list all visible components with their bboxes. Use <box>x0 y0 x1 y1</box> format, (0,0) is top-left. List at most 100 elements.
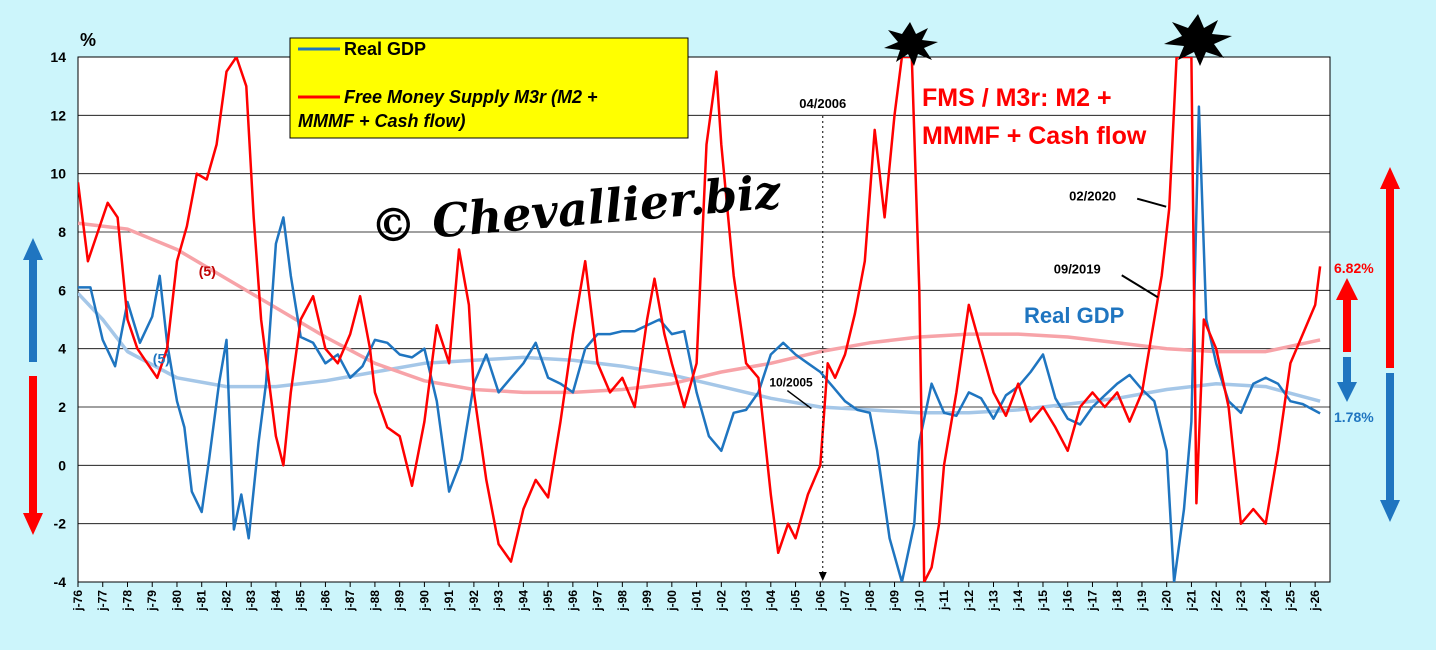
x-tick-label: j-84 <box>269 590 283 612</box>
annotation-09-2019: 09/2019 <box>1054 261 1101 276</box>
annotation-04-2006: 04/2006 <box>799 96 846 111</box>
x-tick-label: j-02 <box>714 590 728 612</box>
y-tick-label: 14 <box>50 49 66 65</box>
x-tick-label: j-92 <box>467 590 481 612</box>
x-tick-label: j-00 <box>665 590 679 612</box>
fms-title-line1: FMS / M3r: M2 + <box>922 84 1112 112</box>
annotation-10-2005: 10/2005 <box>769 376 813 390</box>
x-tick-label: j-21 <box>1184 590 1198 612</box>
x-tick-label: j-22 <box>1209 590 1223 612</box>
legend-label-fms-line1: Free Money Supply M3r (M2 + <box>344 87 598 107</box>
x-tick-label: j-13 <box>986 590 1000 612</box>
x-tick-label: j-05 <box>789 590 803 612</box>
x-tick-label: j-99 <box>640 590 654 612</box>
x-tick-label: j-19 <box>1135 590 1149 612</box>
x-tick-label: j-08 <box>863 590 877 612</box>
x-tick-label: j-16 <box>1061 590 1075 612</box>
x-tick-label: j-11 <box>937 590 951 611</box>
y-tick-label: 2 <box>58 399 66 415</box>
series-line-fms <box>78 57 1322 582</box>
annotation-02-2020: 02/2020 <box>1069 189 1116 204</box>
x-tick-label: j-18 <box>1110 590 1124 612</box>
annotations: 04/2006 10/2005 02/2020 09/2019 (5) (5) <box>153 96 1167 581</box>
explosion-marker-2009 <box>884 22 938 66</box>
side-arrows <box>23 167 1400 535</box>
x-tick-label: j-88 <box>368 590 382 612</box>
arrow-up-red-mid <box>1336 278 1358 352</box>
y-tick-label: 4 <box>58 341 66 357</box>
trend-label-gdp: (5) <box>153 350 170 366</box>
fms-title-line2: MMMF + Cash flow <box>922 122 1147 150</box>
x-tick-label: j-95 <box>541 590 555 612</box>
x-tick-label: j-04 <box>764 590 778 612</box>
marker-arrowhead <box>818 572 827 581</box>
x-tick-label: j-81 <box>195 590 209 612</box>
x-tick-label: j-97 <box>591 590 605 612</box>
x-tick-label: j-86 <box>318 590 332 612</box>
x-tick-label: j-93 <box>492 590 506 612</box>
plot-area <box>77 56 1331 583</box>
gdp-title: Real GDP <box>1024 303 1124 328</box>
x-tick-label: j-07 <box>838 590 852 612</box>
x-tick-label: j-09 <box>888 590 902 612</box>
y-tick-label: -2 <box>54 516 67 532</box>
x-tick-label: j-79 <box>145 590 159 612</box>
x-tick-label: j-82 <box>219 590 233 612</box>
x-tick-label: j-85 <box>294 590 308 612</box>
x-tick-label: j-01 <box>690 590 704 612</box>
x-tick-label: j-12 <box>962 590 976 612</box>
y-unit-label: % <box>80 30 96 50</box>
series-layer <box>78 57 1322 582</box>
x-tick-label: j-90 <box>417 590 431 612</box>
x-tick-label: j-17 <box>1085 590 1099 612</box>
last-value-gdp: 1.78% <box>1334 409 1374 425</box>
x-tick-label: j-91 <box>442 590 456 612</box>
x-tick-label: j-80 <box>170 590 184 612</box>
annotation-arrow-02-2020 <box>1136 197 1167 208</box>
x-tick-label: j-83 <box>244 590 258 612</box>
x-tick-label: j-26 <box>1308 590 1322 612</box>
legend-label-gdp: Real GDP <box>344 39 426 59</box>
x-tick-label: j-24 <box>1259 590 1273 612</box>
y-tick-label: -4 <box>54 574 67 590</box>
grid-lines <box>78 56 1330 583</box>
trend-line-fms <box>78 221 1321 395</box>
explosion-marker-2020 <box>1164 14 1232 66</box>
x-axis: j-76 j-77 j-78 j-79 j-80 j-81 j-82 j-83 j-84 j-85… <box>71 582 1322 612</box>
y-tick-label: 8 <box>58 224 66 240</box>
arrow-down-blue-mid <box>1337 357 1357 402</box>
x-tick-label: j-87 <box>343 590 357 612</box>
y-axis: 14 12 10 8 6 4 2 0 -2 -4 <box>50 49 66 590</box>
y-tick-label: 6 <box>58 282 66 298</box>
legend: Real GDP Free Money Supply M3r (M2 + MMM… <box>289 37 689 139</box>
x-tick-label: j-25 <box>1283 590 1297 612</box>
x-tick-label: j-94 <box>516 590 530 612</box>
arrow-up-red-right <box>1380 167 1400 368</box>
x-tick-label: j-77 <box>96 590 110 612</box>
x-tick-label: j-15 <box>1036 590 1050 612</box>
legend-box <box>289 37 689 139</box>
y-tick-label: 10 <box>50 166 66 182</box>
arrow-up-blue-left <box>23 238 43 362</box>
annotation-arrow-09-2019 <box>1121 274 1159 299</box>
x-tick-label: j-23 <box>1234 590 1248 612</box>
y-tick-label: 0 <box>58 457 66 473</box>
arrow-down-blue-right <box>1380 373 1400 522</box>
arrow-down-red-left <box>23 376 43 535</box>
x-tick-label: j-78 <box>120 590 134 612</box>
x-tick-label: j-89 <box>393 590 407 612</box>
x-tick-label: j-14 <box>1011 590 1025 612</box>
trend-label-fms: (5) <box>199 263 216 279</box>
x-tick-label: j-98 <box>615 590 629 612</box>
x-tick-label: j-20 <box>1160 590 1174 612</box>
x-tick-label: j-76 <box>71 590 85 612</box>
x-tick-label: j-03 <box>739 590 753 612</box>
x-tick-label: j-96 <box>566 590 580 612</box>
last-value-fms: 6.82% <box>1334 260 1374 276</box>
y-tick-label: 12 <box>50 107 66 123</box>
series-line-real-gdp <box>78 105 1321 582</box>
annotation-arrow-10-2005 <box>786 389 812 410</box>
x-tick-label: j-06 <box>813 590 827 612</box>
legend-label-fms-line2: MMMF + Cash flow) <box>298 111 466 131</box>
